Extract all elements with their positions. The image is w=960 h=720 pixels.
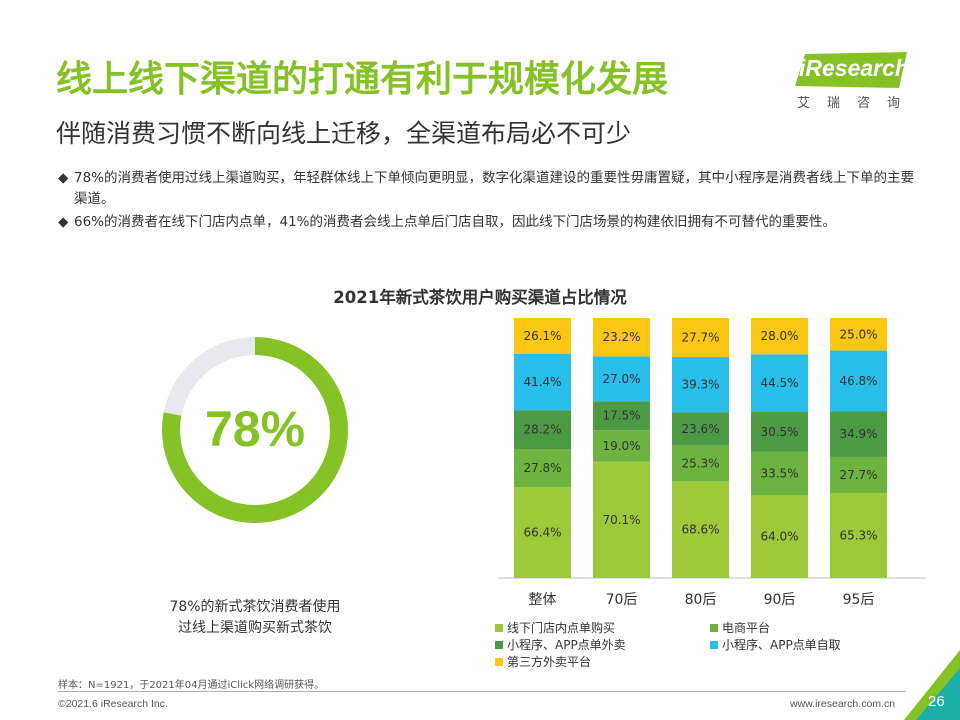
bar-segment [830, 411, 887, 457]
bar-segment [593, 430, 650, 462]
bar-segment [514, 353, 571, 411]
finding-text: 78%的消费者使用过线上渠道购买，年轻群体线上下单倾向更明显，数字化渠道建设的重… [74, 170, 915, 207]
donut-caption-line: 78%的新式茶饮消费者使用 [169, 599, 341, 615]
legend-label: 第三方外卖平台 [507, 655, 592, 669]
page-subtitle: 伴随消费习惯不断向线上迁移，全渠道布局必不可少 [56, 119, 632, 148]
x-tick-label: 70后 [606, 592, 638, 608]
bar-segment [514, 410, 571, 450]
bar-segment [672, 357, 729, 413]
legend-swatch [495, 640, 503, 649]
logo-badge-shape [795, 52, 907, 88]
bar-value-label: 27.8% [523, 461, 561, 475]
bar-value-label: 23.6% [681, 422, 719, 436]
channel-share-stacked-bar-chart: 66.4% 27.8% 28.2% 41.4% 26.1% 整体 70.1% 19.0% 17.… [498, 318, 926, 608]
chart-title: 2021年新式茶饮用户购买渠道占比情况 [333, 288, 627, 307]
bar-value-label: 39.3% [681, 378, 719, 392]
bar-segment [593, 401, 650, 431]
iresearch-logo: iResearch 艾瑞咨询 [795, 52, 925, 112]
bar-segment [751, 495, 808, 578]
copyright: ©2021.6 iResearch Inc. [58, 698, 168, 710]
bar-segment [593, 356, 650, 402]
bar-value-label: 23.2% [602, 330, 640, 344]
legend-label: 电商平台 [722, 621, 771, 635]
bar-segment [830, 318, 887, 351]
bar-value-label: 30.5% [760, 425, 798, 439]
bar-segment [672, 481, 729, 578]
x-tick-label: 80后 [685, 592, 717, 608]
x-tick-label: 90后 [764, 592, 796, 608]
donut-caption: 78%的新式茶饮消费者使用 过线上渠道购买新式茶饮 [140, 597, 370, 639]
page-title: 线上线下渠道的打通有利于规模化发展 [56, 59, 669, 100]
legend-item: 小程序、APP点单外卖 [495, 636, 626, 653]
donut-value-ring [162, 337, 348, 523]
legend-swatch [495, 623, 503, 632]
bar-segment [672, 445, 729, 482]
bar-value-label: 25.0% [839, 327, 877, 341]
bar-segment [751, 354, 808, 413]
bar-value-label: 26.1% [523, 329, 561, 343]
bar-value-label: 66.4% [523, 526, 561, 540]
bar-value-label: 27.0% [602, 372, 640, 386]
legend-label: 小程序、APP点单外卖 [507, 638, 626, 652]
bar-value-label: 68.6% [681, 523, 719, 537]
legend-item: 线下门店内点单购买 [495, 619, 615, 636]
key-findings: ◆ 78%的消费者使用过线上渠道购买，年轻群体线上下单倾向更明显，数字化渠道建设… [58, 168, 918, 235]
legend-label: 小程序、APP点单自取 [722, 638, 841, 652]
bar-segment [514, 487, 571, 578]
corner-dark-shape [916, 668, 960, 720]
donut-caption-line: 过线上渠道购买新式茶饮 [178, 620, 332, 636]
bar-value-label: 28.2% [523, 423, 561, 437]
page-number: 26 [928, 693, 945, 710]
bar-value-label: 34.9% [839, 427, 877, 441]
finding-item: ◆ 66%的消费者在线下门店内点单，41%的消费者会线上点单后门店自取，因此线下… [58, 212, 918, 233]
bar-segment [751, 318, 808, 355]
bar-segment [514, 449, 571, 488]
legend-swatch [710, 640, 718, 649]
source-note: 样本：N=1921，于2021年04月通过iClick网络调研获得。 [58, 680, 325, 691]
bar-value-label: 17.5% [602, 409, 640, 423]
footer-divider [58, 691, 906, 692]
bar-segment [830, 456, 887, 493]
diamond-bullet-icon: ◆ [58, 170, 69, 186]
logo-text: iResearch [799, 55, 909, 81]
bar-value-label: 44.5% [760, 376, 798, 390]
legend-item: 电商平台 [710, 619, 770, 636]
legend-swatch [710, 623, 718, 632]
bar-value-label: 46.8% [839, 374, 877, 388]
bar-value-label: 28.0% [760, 329, 798, 343]
legend-item: 第三方外卖平台 [495, 653, 591, 670]
legend-item: 小程序、APP点单自取 [710, 636, 841, 653]
bar-value-label: 25.3% [681, 457, 719, 471]
bar-segment [830, 492, 887, 578]
corner-decoration [904, 650, 960, 720]
donut-center-value: 78% [205, 401, 305, 457]
x-tick-label: 整体 [529, 592, 557, 608]
bar-segment [593, 318, 650, 357]
legend-label: 线下门店内点单购买 [507, 621, 616, 635]
legend-swatch [495, 657, 503, 666]
bar-segment [751, 412, 808, 452]
finding-text: 66%的消费者在线下门店内点单，41%的消费者会线上点单后门店自取，因此线下门店… [74, 214, 837, 230]
logo-subtext: 艾瑞咨询 [797, 96, 918, 111]
bar-value-label: 41.4% [523, 375, 561, 389]
bar-value-label: 33.5% [760, 466, 798, 480]
chart-legend: 线下门店内点单购买 电商平台小程序、APP点单外卖 小程序、APP点单自取第三方外卖… [495, 619, 915, 669]
bar-value-label: 70.1% [602, 513, 640, 527]
bar-segment [751, 451, 808, 496]
bar-value-label: 19.0% [602, 439, 640, 453]
x-tick-label: 95后 [843, 592, 875, 608]
finding-item: ◆ 78%的消费者使用过线上渠道购买，年轻群体线上下单倾向更明显，数字化渠道建设… [58, 168, 918, 210]
website-url: www.iresearch.com.cn [790, 698, 896, 710]
bar-segment [593, 461, 650, 578]
bar-value-label: 27.7% [839, 468, 877, 482]
diamond-bullet-icon: ◆ [58, 214, 69, 230]
bar-segment [514, 318, 571, 354]
bar-value-label: 27.7% [681, 331, 719, 345]
bar-segment [830, 350, 887, 412]
bar-segment [672, 412, 729, 446]
online-purchase-donut-chart: 78% [162, 337, 348, 523]
bar-value-label: 65.3% [839, 528, 877, 542]
bar-segment [672, 318, 729, 358]
bar-value-label: 64.0% [760, 530, 798, 544]
